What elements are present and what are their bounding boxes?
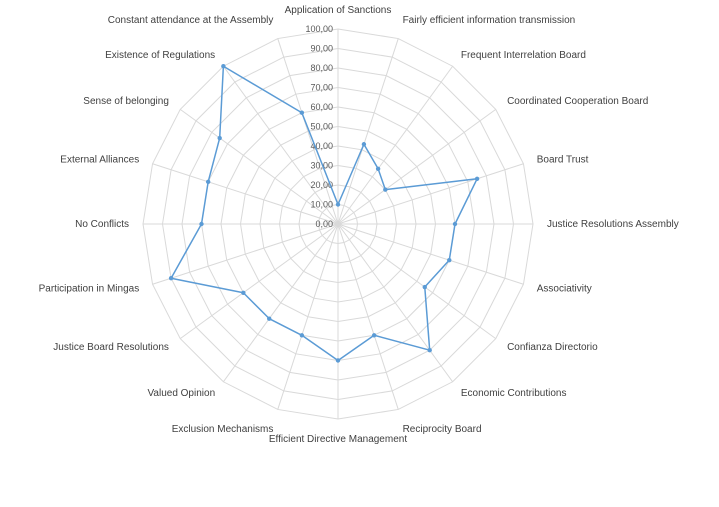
radial-tick-label: 10,00	[310, 200, 333, 210]
data-point	[221, 64, 226, 69]
category-label: External Alliances	[60, 154, 139, 165]
category-labels: Application of Sanctions Fairly efficient…	[39, 5, 679, 445]
grid-spoke	[337, 223, 524, 285]
category-label: Fairly efficient information transmissio…	[403, 15, 576, 26]
data-point	[375, 166, 381, 171]
grid-spoke	[337, 38, 399, 225]
radial-tick-label: 40,00	[310, 141, 333, 151]
category-label: Sense of belonging	[83, 96, 169, 107]
data-point	[422, 284, 427, 290]
radial-tick-label: 0,00	[315, 219, 333, 229]
data-point	[267, 316, 272, 321]
category-label: Justice Board Resolutions	[53, 342, 169, 353]
category-label: Economic Contributions	[461, 388, 567, 399]
category-label: Valued Opinion	[147, 388, 215, 399]
category-label: Board Trust	[537, 154, 589, 165]
category-label: Justice Resolutions Assembly	[547, 219, 679, 230]
grid-spoke	[337, 223, 454, 383]
radial-tick-label: 50,00	[310, 122, 333, 132]
category-label: Coordinated Cooperation Board	[507, 96, 648, 107]
grid-spoke	[152, 163, 339, 225]
data-point	[217, 135, 222, 141]
grid-spoke	[337, 163, 524, 225]
data-point	[168, 276, 174, 281]
category-label: Efficient Directive Management	[269, 434, 407, 445]
category-label: Confianza Directorio	[507, 342, 598, 353]
radial-tick-label: 80,00	[310, 63, 333, 73]
data-point	[474, 176, 480, 182]
radial-tick-label: 90,00	[310, 44, 333, 54]
data-point	[335, 358, 341, 363]
category-label: Existence of Regulations	[105, 50, 215, 61]
grid-spoke	[337, 108, 497, 225]
data-point	[205, 179, 211, 185]
data-point	[361, 142, 367, 147]
grid-spoke	[337, 65, 454, 225]
data-point	[199, 221, 204, 227]
radial-tick-label: 30,00	[310, 161, 333, 171]
grid-spoke	[337, 223, 399, 410]
data-point	[447, 257, 452, 263]
radial-tick-label: 70,00	[310, 83, 333, 93]
data-point	[371, 333, 377, 338]
grid-spoke	[179, 108, 339, 225]
category-label: No Conflicts	[75, 219, 129, 230]
category-label: Associativity	[537, 284, 592, 295]
data-point	[299, 333, 305, 338]
series	[168, 64, 480, 363]
grid-spoke	[277, 223, 339, 410]
grid-spoke	[337, 223, 497, 340]
radial-tick-label: 60,00	[310, 102, 333, 112]
data-point	[241, 290, 246, 295]
category-label: Exclusion Mechanisms	[172, 424, 274, 435]
data-point	[427, 348, 432, 353]
grid	[142, 28, 534, 420]
category-label: Constant attendance at the Assembly	[108, 15, 274, 26]
data-point	[335, 202, 341, 207]
category-label: Participation in Mingas	[39, 284, 140, 295]
radial-tick-label: 20,00	[310, 180, 333, 190]
category-label: Frequent Interrelation Board	[461, 50, 586, 61]
data-point	[383, 187, 388, 192]
category-label: Reciprocity Board	[403, 424, 482, 435]
radial-tick-labels: 0,00 10,00 20,00 30,00 40,00 50,00 60,00 70,00 8…	[305, 24, 333, 229]
grid-spoke	[179, 223, 339, 340]
data-point	[299, 110, 305, 115]
radial-tick-label: 100,00	[305, 24, 333, 34]
grid-spoke	[277, 38, 339, 225]
data-point	[452, 221, 458, 227]
grid-spoke	[222, 65, 339, 225]
category-label: Application of Sanctions	[285, 5, 392, 16]
grid-spoke	[222, 223, 339, 383]
grid-spoke	[152, 223, 339, 285]
